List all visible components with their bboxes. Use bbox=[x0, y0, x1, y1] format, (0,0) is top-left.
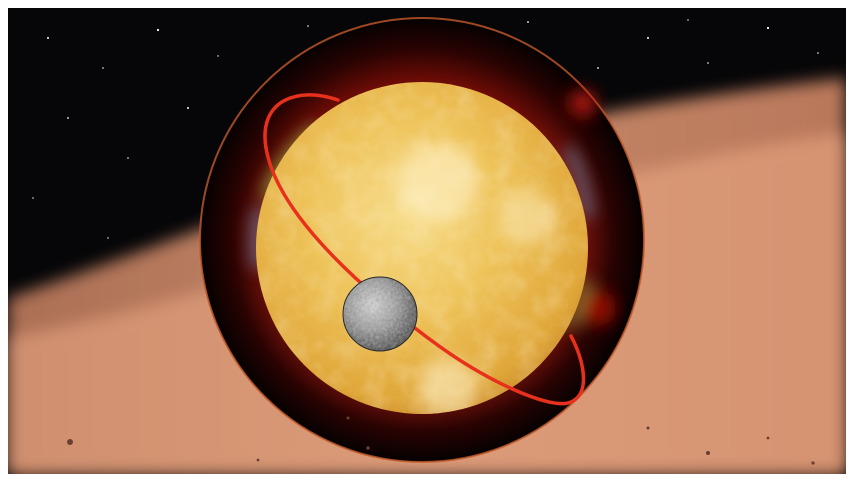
space-scene bbox=[8, 8, 846, 474]
halo-outline bbox=[199, 17, 645, 463]
starfield bbox=[32, 19, 819, 239]
star-core bbox=[256, 82, 588, 414]
debris-particles bbox=[67, 416, 815, 465]
planet bbox=[342, 276, 418, 352]
scene-svg bbox=[8, 17, 846, 474]
